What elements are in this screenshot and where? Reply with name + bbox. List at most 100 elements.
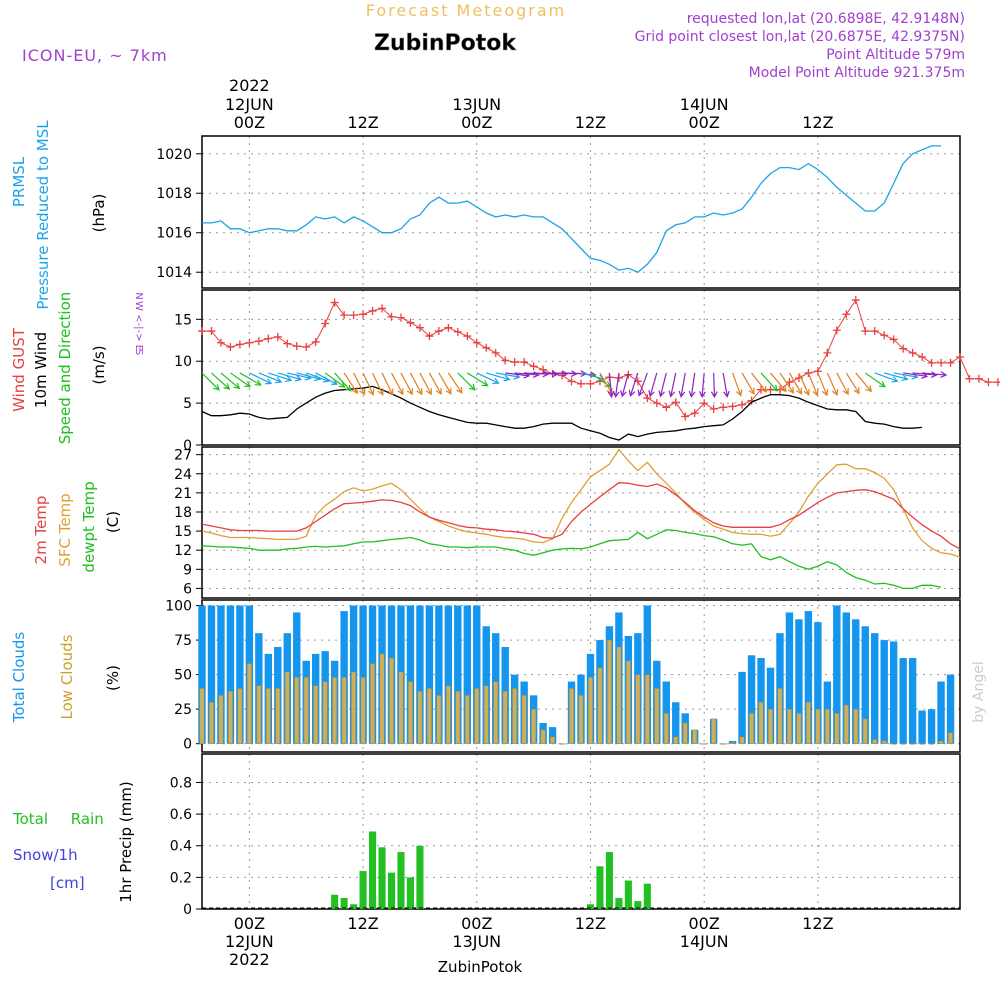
total-cloud-bar [908, 658, 917, 744]
precip-labels: Total Rain Snow/1h [cm] 1hr Precip (mm) [12, 781, 135, 902]
wind-arrow-head [612, 390, 620, 398]
gust-point [823, 348, 832, 357]
compass-north: N [133, 292, 144, 299]
wind-arrow-shaft [390, 372, 404, 395]
wind-arrow-shaft [476, 372, 499, 384]
total-cloud-bar [871, 633, 879, 744]
rain-bar [406, 877, 415, 909]
top-tick-label: 00Z [234, 113, 265, 132]
total-cloud-bar [226, 605, 235, 744]
low-cloud-bar [891, 743, 897, 745]
low-cloud-bar [370, 663, 376, 744]
total-cloud-bar [918, 710, 926, 744]
low-cloud-bar [313, 685, 319, 744]
total-cloud-bar [435, 605, 443, 744]
pressure-line [202, 145, 941, 273]
wind-arrow-shaft [495, 372, 520, 378]
gust-point [567, 377, 576, 386]
wind-arrow-head [294, 374, 303, 382]
gust-point [226, 342, 235, 351]
wind-arrow-shaft [466, 372, 488, 387]
gust-point [330, 298, 339, 307]
total-cloud-bar [804, 611, 813, 744]
low-cloud-bar [237, 688, 243, 744]
wind-arrow-head [878, 381, 886, 388]
low-cloud-bar [834, 713, 840, 744]
gust-point [340, 311, 349, 320]
precip-ylabel: 1hr Precip (mm) [117, 781, 135, 902]
wind-arrow-shaft [649, 372, 658, 397]
low-cloud-bar [474, 688, 480, 744]
gust-point [700, 399, 709, 408]
low-cloud-bar [730, 742, 736, 744]
wind-arrow-shaft [287, 372, 311, 379]
wind-arrow-head [344, 384, 352, 392]
precip-ytick-label: 0 [183, 902, 192, 918]
wind-arrow-shaft [670, 372, 677, 397]
wind-arrow-shaft [690, 372, 696, 397]
low-cloud-bar [805, 702, 811, 744]
wind-arrow-head [812, 389, 819, 397]
rain-bar [387, 872, 396, 909]
gust-point [491, 348, 500, 357]
low-cloud-bar [389, 657, 394, 744]
low-cloud-bar [521, 695, 527, 744]
gust-point [738, 400, 747, 409]
gust-point [870, 327, 879, 336]
gust-point [321, 319, 330, 328]
wind-arrow-shaft [343, 372, 358, 394]
total-cloud-bar [406, 605, 415, 744]
clouds-ytick-label: 75 [174, 633, 192, 649]
total-cloud-bar [672, 702, 680, 744]
top-tick-label: 14JUN [680, 95, 729, 114]
temp-label-2m: 2m Temp [32, 496, 50, 565]
low-cloud-bar [275, 688, 281, 744]
wind-arrow-head [853, 387, 860, 395]
wind-arrow-shaft [220, 372, 240, 389]
rain-bar [634, 901, 642, 909]
gust-point [216, 338, 225, 347]
wind-arrow-shaft [845, 372, 860, 394]
wind-arrow-head [503, 374, 511, 382]
gust-point [198, 327, 206, 336]
wind-arrow-shaft [211, 372, 230, 390]
rain-bar [596, 866, 604, 909]
low-cloud-bar [531, 708, 537, 744]
wind-arrow-head [865, 385, 873, 393]
clouds-ytick-label: 25 [174, 702, 192, 718]
gust-point [311, 337, 320, 346]
low-cloud-bar [199, 688, 205, 744]
wind-arrow-head [930, 371, 938, 378]
gust-point [482, 343, 491, 352]
gust-point [842, 310, 851, 319]
clouds-ytick-label: 0 [183, 737, 192, 753]
gust-point [652, 399, 661, 408]
bottom-tick-label: 14JUN [680, 932, 729, 951]
pressure-ytick-label: 1014 [156, 265, 192, 281]
wind-arrow-shaft [722, 372, 728, 397]
wind-label-gust: Wind GUST [10, 327, 28, 412]
wind-arrow-shaft [372, 372, 384, 395]
low-cloud-bar [929, 743, 935, 745]
wind-arrow-head [699, 391, 706, 399]
gust-point [453, 327, 462, 336]
wind-arrow-head [668, 390, 676, 398]
wind-arrow-shaft [836, 372, 849, 395]
rain-bar [368, 831, 377, 909]
gust-point [463, 332, 472, 341]
gust-point [908, 348, 917, 357]
temp-unit: (C) [104, 511, 122, 533]
total-cloud-bar [359, 605, 367, 744]
total-cloud-bar [946, 674, 955, 744]
gust-point [235, 340, 244, 349]
total-cloud-bar [747, 655, 756, 744]
top-tick-label: 12Z [575, 113, 606, 132]
wind-arrow-head [648, 390, 655, 398]
low-cloud-bar [815, 708, 821, 744]
low-cloud-bar [777, 688, 783, 744]
low-cloud-bar [559, 743, 565, 745]
low-cloud-bar [635, 674, 641, 744]
low-cloud-bar [398, 671, 404, 744]
wind-arrow-head [760, 385, 768, 393]
